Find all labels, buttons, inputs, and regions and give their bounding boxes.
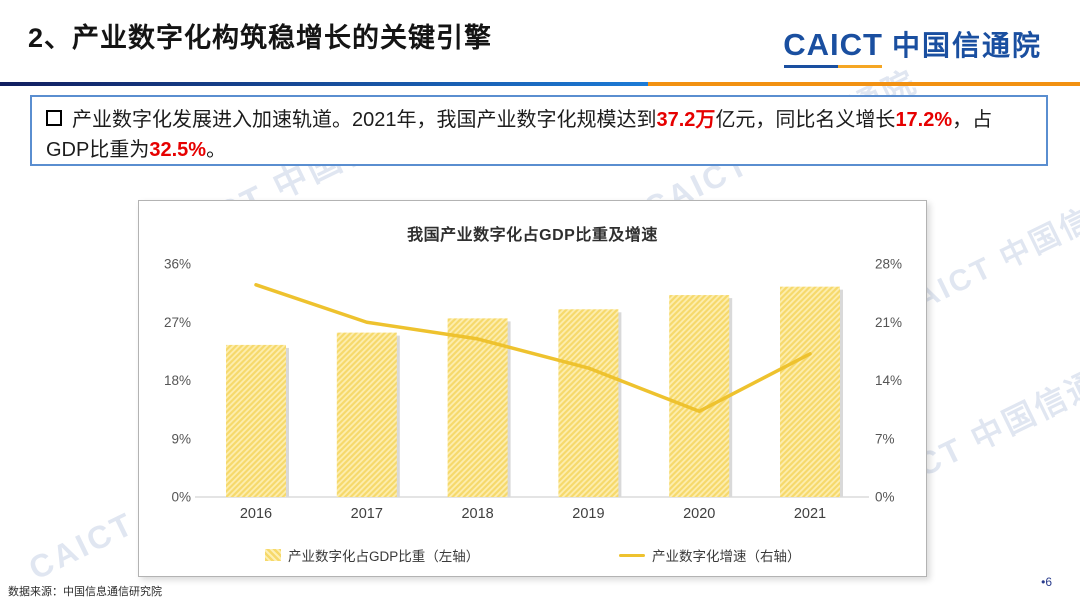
square-bullet-icon bbox=[46, 110, 62, 126]
growth-rate-line bbox=[254, 283, 812, 414]
legend-label-growth: 产业数字化增速（右轴） bbox=[652, 549, 801, 564]
summary-highlight-value: 32.5% bbox=[149, 139, 207, 161]
left-axis-tick: 36% bbox=[164, 257, 191, 272]
bar-2016 bbox=[226, 344, 286, 497]
x-axis-label-2016: 2016 bbox=[240, 506, 272, 522]
divider-orange-segment bbox=[648, 82, 1080, 86]
left-axis-tick: 27% bbox=[164, 315, 191, 330]
x-axis-label-2021: 2021 bbox=[794, 506, 826, 522]
bar-2019 bbox=[558, 309, 619, 497]
bar-series-swatch bbox=[265, 549, 281, 561]
right-axis-tick: 0% bbox=[875, 490, 895, 505]
chart-title: 我国产业数字化占GDP比重及增速 bbox=[407, 227, 658, 244]
x-axis-label-2020: 2020 bbox=[683, 506, 715, 522]
bar-2021 bbox=[780, 286, 840, 497]
page-title: 2、产业数字化构筑稳增长的关键引擎 bbox=[28, 23, 493, 53]
chart-legend: 产业数字化占GDP比重（左轴） 产业数字化增速（右轴） bbox=[139, 545, 926, 565]
page-number: •6 bbox=[1041, 575, 1052, 589]
logo-wordmark: CAICT bbox=[783, 27, 883, 68]
legend-item-gdp-share: 产业数字化占GDP比重（左轴） bbox=[265, 545, 479, 565]
summary-text-segment: ，占GDP比重为 bbox=[46, 109, 993, 161]
line-series-swatch bbox=[619, 553, 645, 557]
chart-card: 36% 27% 18% 9% 0% 28% 21% 14% 7% 0% 2016 2017 2018 20… bbox=[138, 200, 927, 577]
data-source: 数据来源：中国信息通信研究院 bbox=[8, 586, 162, 598]
logo-text-cn: 中国信通院 bbox=[891, 30, 1042, 61]
x-axis-label-2017: 2017 bbox=[351, 506, 383, 522]
right-axis-tick: 28% bbox=[875, 257, 902, 272]
divider-blue-segment bbox=[0, 82, 648, 86]
gdp-share-and-growth-chart: 36% 27% 18% 9% 0% 28% 21% 14% 7% 0% 2016 2017 2018 20… bbox=[164, 257, 902, 523]
bar-2018 bbox=[447, 318, 508, 497]
summary-highlight-value: 17.2% bbox=[895, 109, 953, 131]
summary-box: 产业数字化发展进入加速轨道。2021年，我国产业数字化规模达到37.2万亿元，同… bbox=[30, 95, 1048, 166]
logo-underline bbox=[784, 65, 882, 68]
summary-text-segment: 。 bbox=[206, 139, 227, 161]
summary-text-segment: 产业数字化发展进入加速轨道。2021年，我国产业数字化规模达到 bbox=[72, 109, 657, 131]
summary-highlight-value: 37.2万 bbox=[656, 109, 716, 131]
right-axis-tick: 14% bbox=[875, 373, 902, 388]
header-divider bbox=[0, 82, 1080, 86]
summary-text: 产业数字化发展进入加速轨道。2021年，我国产业数字化规模达到37.2万亿元，同… bbox=[46, 109, 992, 161]
legend-label-gdp-share: 产业数字化占GDP比重（左轴） bbox=[288, 549, 480, 564]
left-axis-tick: 0% bbox=[171, 490, 191, 505]
logo-text-en: CAICT bbox=[783, 27, 883, 62]
x-axis-label-2018: 2018 bbox=[461, 506, 493, 522]
right-axis-tick: 7% bbox=[875, 431, 895, 446]
x-axis-label-2019: 2019 bbox=[572, 506, 604, 522]
right-axis-tick: 21% bbox=[875, 315, 902, 330]
bar-2017 bbox=[336, 332, 397, 497]
legend-item-growth: 产业数字化增速（右轴） bbox=[619, 545, 801, 565]
summary-text-segment: 亿元，同比名义增长 bbox=[715, 109, 896, 131]
left-axis-tick: 9% bbox=[171, 431, 191, 446]
bar-2020 bbox=[669, 295, 730, 497]
caict-logo: CAICT 中国信通院 bbox=[783, 24, 1042, 68]
left-axis-tick: 18% bbox=[164, 373, 191, 388]
